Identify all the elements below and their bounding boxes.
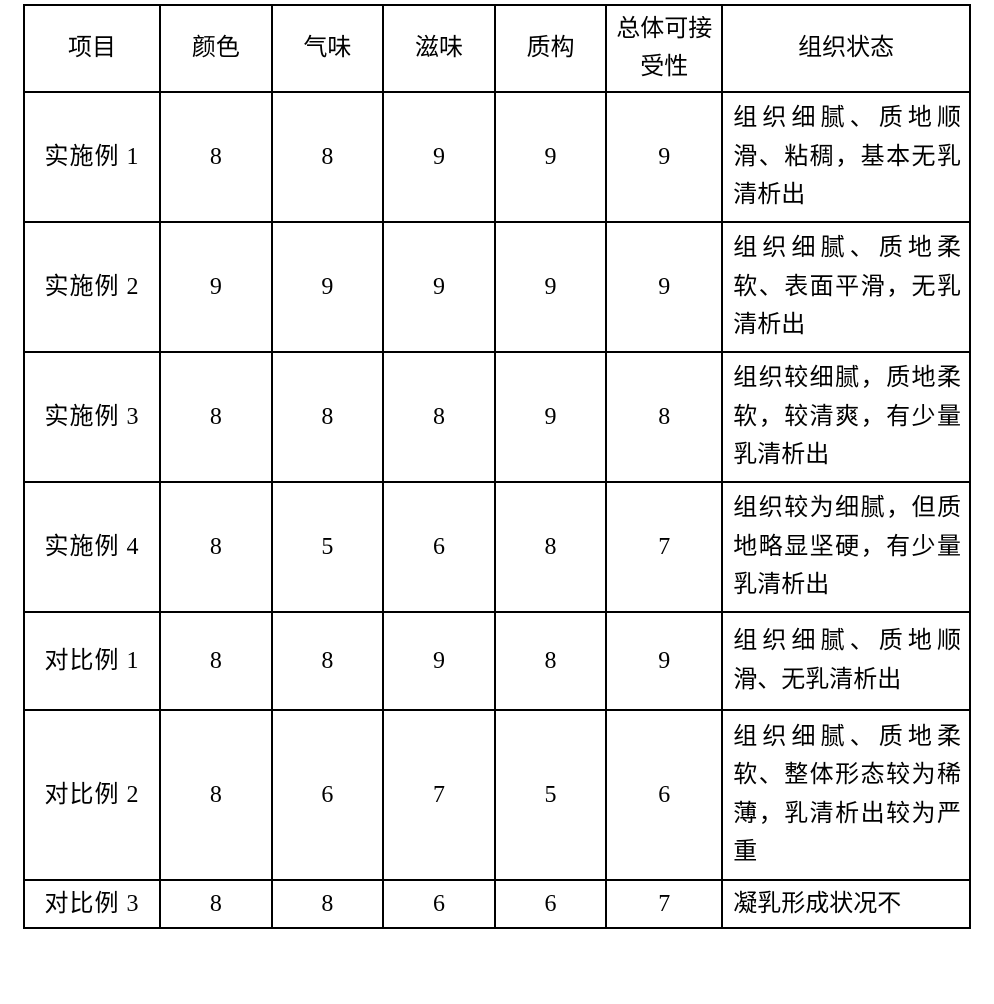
cell-accept: 8 [606, 352, 722, 482]
cell-smell: 8 [272, 612, 384, 710]
cell-color: 8 [160, 92, 272, 222]
cell-item: 对比例 1 [24, 612, 160, 710]
cell-state: 组织细腻、质地顺滑、粘稠，基本无乳清析出 [722, 92, 970, 222]
cell-state: 组织细腻、质地柔软、表面平滑，无乳清析出 [722, 222, 970, 352]
col-header-item: 项目 [24, 5, 160, 92]
table-row: 实施例 299999组织细腻、质地柔软、表面平滑，无乳清析出 [24, 222, 970, 352]
cell-texture: 5 [495, 710, 607, 880]
cell-texture: 9 [495, 352, 607, 482]
table-row: 实施例 388898组织较细腻，质地柔软，较清爽，有少量乳清析出 [24, 352, 970, 482]
cell-texture: 8 [495, 482, 607, 612]
table-row: 对比例 388667凝乳形成状况不 [24, 880, 970, 928]
col-header-accept: 总体可接受性 [606, 5, 722, 92]
cell-taste: 6 [383, 482, 495, 612]
col-header-color: 颜色 [160, 5, 272, 92]
cell-taste: 6 [383, 880, 495, 928]
col-header-state: 组织状态 [722, 5, 970, 92]
cell-accept: 7 [606, 482, 722, 612]
cell-texture: 9 [495, 222, 607, 352]
cell-accept: 9 [606, 612, 722, 710]
cell-color: 8 [160, 880, 272, 928]
cell-smell: 9 [272, 222, 384, 352]
cell-item: 实施例 2 [24, 222, 160, 352]
cell-item: 对比例 3 [24, 880, 160, 928]
cell-taste: 9 [383, 612, 495, 710]
table-row: 实施例 485687组织较为细腻，但质地略显坚硬，有少量乳清析出 [24, 482, 970, 612]
table-row: 对比例 188989组织细腻、质地顺滑、无乳清析出 [24, 612, 970, 710]
cell-taste: 8 [383, 352, 495, 482]
cell-accept: 6 [606, 710, 722, 880]
cell-state: 组织较为细腻，但质地略显坚硬，有少量乳清析出 [722, 482, 970, 612]
cell-color: 8 [160, 612, 272, 710]
cell-taste: 9 [383, 92, 495, 222]
cell-smell: 8 [272, 880, 384, 928]
cell-item: 实施例 1 [24, 92, 160, 222]
cell-smell: 8 [272, 352, 384, 482]
cell-texture: 6 [495, 880, 607, 928]
cell-color: 8 [160, 482, 272, 612]
cell-smell: 8 [272, 92, 384, 222]
cell-state: 组织较细腻，质地柔软，较清爽，有少量乳清析出 [722, 352, 970, 482]
col-header-smell: 气味 [272, 5, 384, 92]
table-row: 实施例 188999组织细腻、质地顺滑、粘稠，基本无乳清析出 [24, 92, 970, 222]
cell-taste: 7 [383, 710, 495, 880]
cell-item: 实施例 3 [24, 352, 160, 482]
cell-state: 组织细腻、质地顺滑、无乳清析出 [722, 612, 970, 710]
cell-state: 凝乳形成状况不 [722, 880, 970, 928]
cell-smell: 6 [272, 710, 384, 880]
cell-accept: 7 [606, 880, 722, 928]
cell-color: 8 [160, 352, 272, 482]
col-header-taste: 滋味 [383, 5, 495, 92]
cell-accept: 9 [606, 92, 722, 222]
cell-item: 实施例 4 [24, 482, 160, 612]
table-row: 对比例 286756组织细腻、质地柔软、整体形态较为稀薄，乳清析出较为严重 [24, 710, 970, 880]
cell-accept: 9 [606, 222, 722, 352]
evaluation-table: 项目 颜色 气味 滋味 质构 总体可接受性 组织状态 实施例 188999组织细… [23, 4, 971, 929]
cell-color: 8 [160, 710, 272, 880]
cell-state: 组织细腻、质地柔软、整体形态较为稀薄，乳清析出较为严重 [722, 710, 970, 880]
table-header-row: 项目 颜色 气味 滋味 质构 总体可接受性 组织状态 [24, 5, 970, 92]
cell-texture: 8 [495, 612, 607, 710]
col-header-texture: 质构 [495, 5, 607, 92]
cell-color: 9 [160, 222, 272, 352]
cell-smell: 5 [272, 482, 384, 612]
cell-texture: 9 [495, 92, 607, 222]
cell-item: 对比例 2 [24, 710, 160, 880]
cell-taste: 9 [383, 222, 495, 352]
table-body: 实施例 188999组织细腻、质地顺滑、粘稠，基本无乳清析出实施例 299999… [24, 92, 970, 928]
